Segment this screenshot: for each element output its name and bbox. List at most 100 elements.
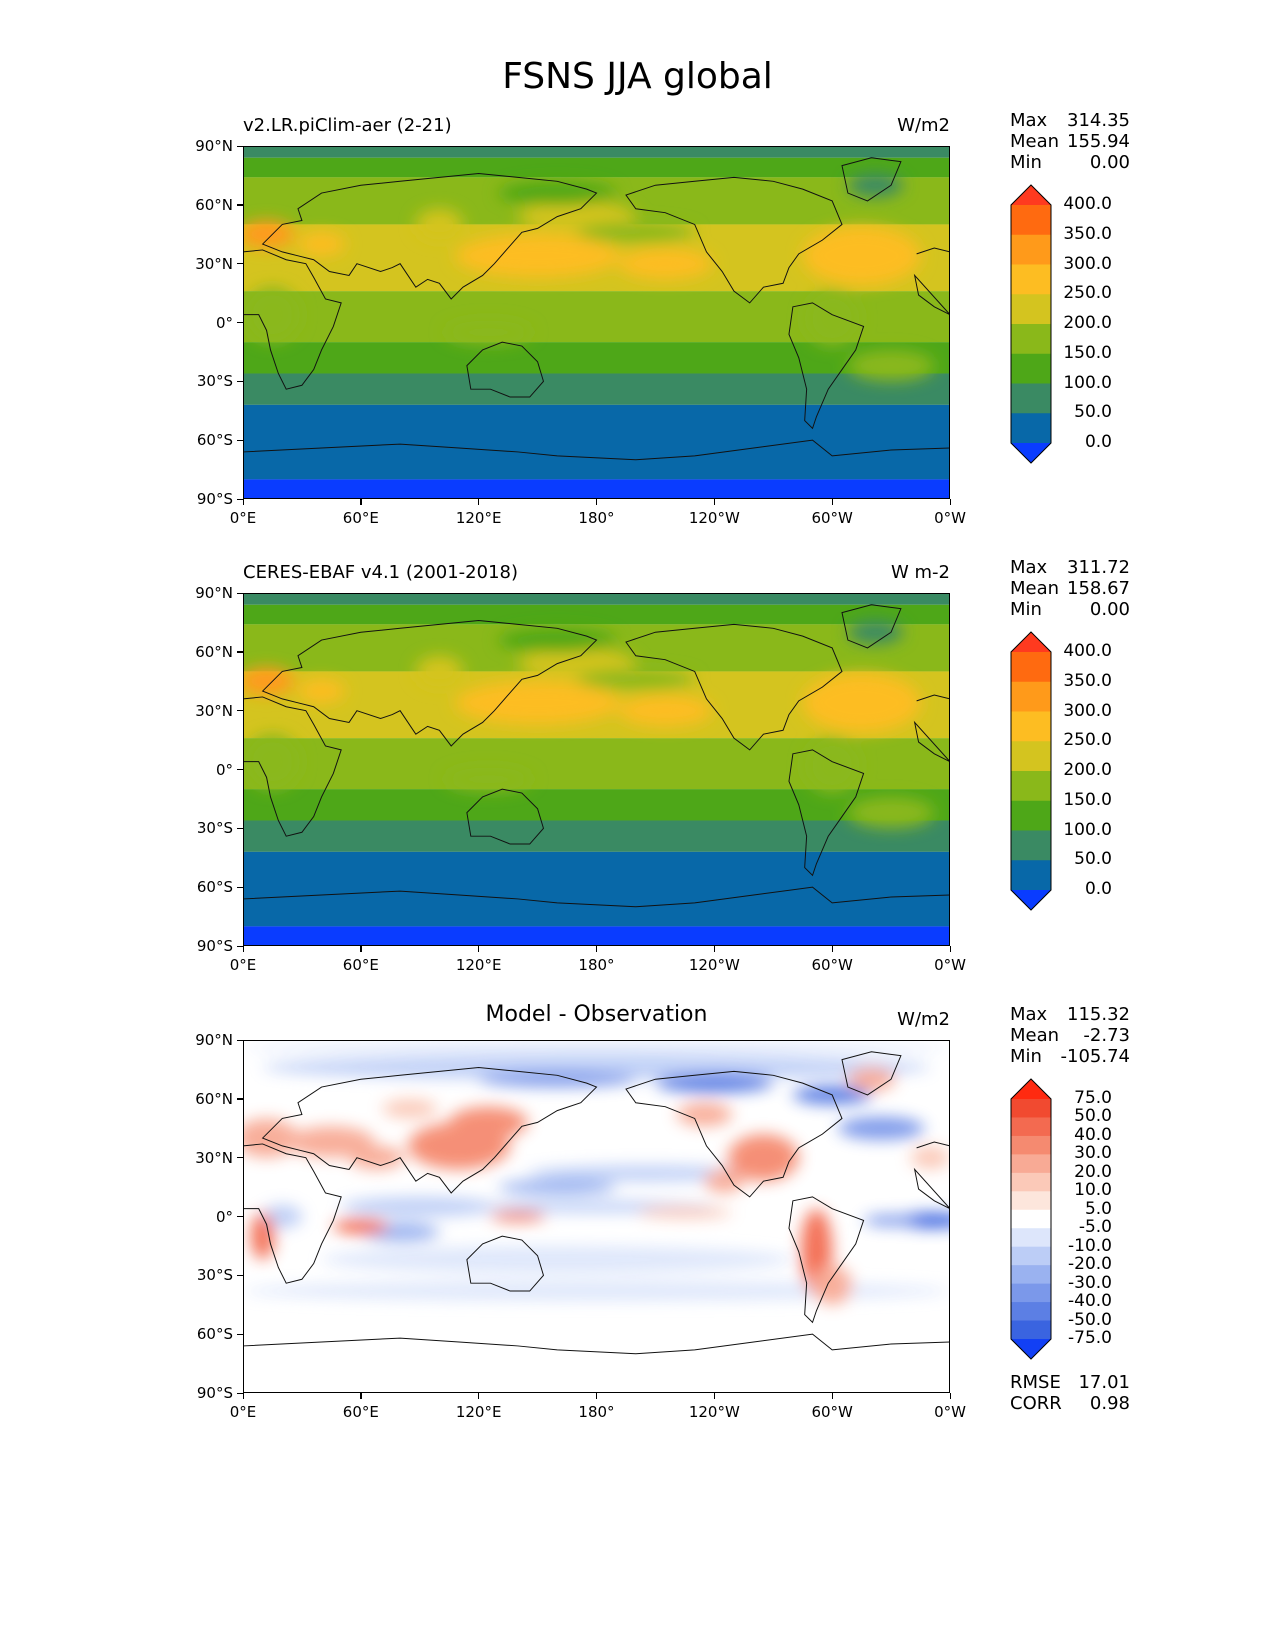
- stat-label-min: Min: [1010, 152, 1042, 173]
- lon-tick-label: 120°E: [455, 509, 502, 527]
- lon-tick-label: 180°: [578, 1403, 615, 1421]
- colorbar-tick-label: 350.0: [1063, 670, 1112, 691]
- lon-tick-label: 0°W: [934, 1403, 966, 1421]
- colorbar-segment: [1011, 1228, 1051, 1248]
- lat-tick-label: 90°N: [195, 137, 233, 155]
- lat-tick: [237, 1333, 243, 1335]
- colorbar-segment: [1011, 1099, 1051, 1118]
- stat-value-mean: 158.67: [1067, 578, 1130, 599]
- lon-tick: [949, 499, 951, 505]
- stat-label-mean: Mean: [1010, 1025, 1060, 1046]
- colorbar-segment: [1011, 353, 1051, 384]
- coastline-path: [625, 623, 843, 751]
- metric-label-rmse: RMSE: [1010, 1372, 1061, 1393]
- lon-tick: [596, 499, 598, 505]
- lat-tick: [237, 263, 243, 265]
- coastline-path: [243, 439, 950, 461]
- lon-tick-label: 60°E: [342, 1403, 379, 1421]
- colorbar-outline: [1010, 184, 1052, 464]
- lon-tick: [478, 946, 480, 952]
- colorbar-extend-min: [1011, 890, 1051, 910]
- lon-tick-label: 120°E: [455, 1403, 502, 1421]
- colorbar-tick-label: -20.0: [1068, 1254, 1112, 1275]
- coastlines: [243, 157, 950, 461]
- panel-units: W/m2: [897, 1009, 950, 1030]
- coastlines: [243, 604, 950, 908]
- lon-tick-label: 120°W: [688, 509, 740, 527]
- lat-tick-label: 30°S: [196, 819, 233, 838]
- lon-tick: [713, 1393, 716, 1399]
- lat-tick-label: 0°: [215, 760, 233, 779]
- colorbar-segment: [1011, 294, 1051, 325]
- lon-tick: [713, 946, 716, 952]
- colorbar: [1010, 184, 1052, 464]
- lat-tick: [237, 592, 243, 594]
- panel-subtitle: CERES-EBAF v4.1 (2001-2018): [243, 562, 519, 583]
- colorbar-segment: [1011, 711, 1051, 742]
- coastline-path: [243, 886, 950, 908]
- stat-label-max: Max: [1010, 110, 1048, 131]
- panel-subtitle: Model - Observation: [485, 1002, 708, 1027]
- lon-tick-label: 0°W: [934, 509, 966, 527]
- lat-tick: [237, 1157, 243, 1159]
- stat-label-mean: Mean: [1010, 131, 1060, 152]
- field-layer: [243, 1040, 950, 1393]
- coastline-path: [788, 302, 865, 430]
- colorbar-tick-label: 150.0: [1063, 789, 1112, 810]
- coastline-path: [243, 247, 950, 390]
- colorbar-tick-label: 100.0: [1063, 372, 1112, 393]
- colorbar-tick-label: 250.0: [1063, 283, 1112, 304]
- lon-tick: [949, 1393, 951, 1399]
- lat-tick-label: 30°N: [195, 1148, 233, 1167]
- lon-tick-label: 180°: [578, 956, 615, 974]
- lat-tick-label: 30°N: [195, 701, 233, 720]
- lon-tick-label: 120°W: [688, 956, 740, 974]
- lat-tick-label: 0°: [215, 313, 233, 332]
- lat-tick-label: 30°S: [196, 372, 233, 391]
- lat-tick: [237, 204, 243, 206]
- stat-label-min: Min: [1010, 599, 1042, 620]
- colorbar-tick-label: 30.0: [1074, 1143, 1112, 1164]
- stat-value-max: 314.35: [1067, 110, 1130, 131]
- map-diff: [243, 1040, 950, 1393]
- colorbar-segment: [1011, 860, 1051, 891]
- colorbar-segment: [1011, 1154, 1051, 1174]
- colorbar-segment: [1011, 1265, 1051, 1285]
- colorbar-tick-label: 50.0: [1074, 849, 1112, 870]
- colorbar-outline: [1010, 1078, 1052, 1360]
- map-model: [243, 146, 950, 499]
- lat-tick-label: 60°N: [195, 1089, 233, 1108]
- coastlines: [243, 1051, 950, 1355]
- colorbar-segment: [1011, 1191, 1051, 1211]
- stat-label-mean: Mean: [1010, 578, 1060, 599]
- lat-tick-label: 60°S: [196, 878, 233, 897]
- lon-tick: [360, 499, 362, 505]
- map-frame: [243, 593, 950, 946]
- lon-tick: [713, 499, 716, 505]
- lon-tick: [360, 1393, 362, 1399]
- lon-tick: [949, 946, 951, 952]
- stat-value-mean: -2.73: [1083, 1025, 1130, 1046]
- lat-tick: [237, 1216, 243, 1218]
- field-layer: [243, 146, 950, 499]
- lon-tick-label: 60°W: [811, 956, 853, 974]
- map-frame: [243, 146, 950, 499]
- lon-tick: [596, 1393, 598, 1399]
- coastline-path: [466, 788, 545, 845]
- colorbar-segment: [1011, 413, 1051, 444]
- coastline-path: [261, 619, 598, 747]
- stat-value-mean: 155.94: [1067, 131, 1130, 152]
- panel-subtitle: v2.LR.piClim-aer (2-21): [243, 115, 452, 136]
- lat-tick-label: 90°S: [196, 1384, 233, 1402]
- coastline-path: [466, 341, 545, 398]
- lon-tick: [596, 946, 598, 952]
- colorbar-segment: [1011, 1209, 1051, 1229]
- lat-tick-label: 60°S: [196, 1325, 233, 1344]
- colorbar-segment: [1011, 383, 1051, 414]
- lon-tick: [242, 946, 244, 952]
- colorbar: [1010, 1078, 1052, 1360]
- colorbar-tick-label: 50.0: [1074, 402, 1112, 423]
- colorbar-tick-label: -5.0: [1078, 1217, 1112, 1238]
- lon-tick-label: 60°W: [811, 1403, 853, 1421]
